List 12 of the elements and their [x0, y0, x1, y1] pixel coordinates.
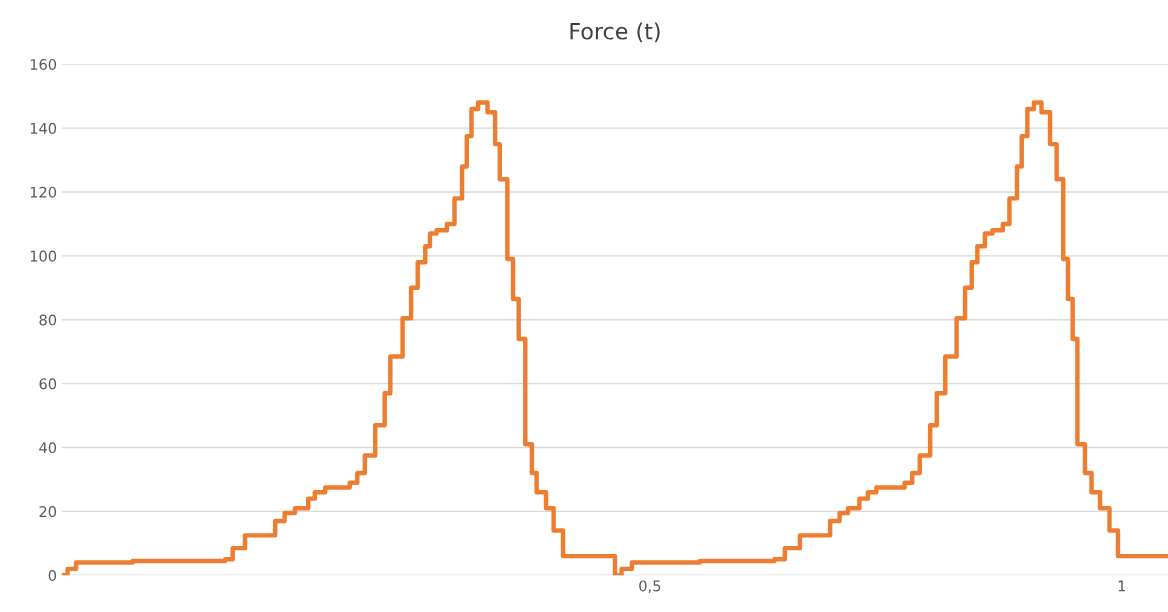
x-tick-label: 0,5	[639, 580, 661, 593]
y-tick-label: 80	[39, 314, 57, 326]
y-tick-label: 0	[48, 570, 57, 582]
y-tick-label: 20	[39, 506, 57, 518]
chart-title: Force (t)	[570, 22, 660, 43]
y-tick-label: 100	[30, 250, 57, 262]
x-tick-label: 1	[1118, 580, 1126, 592]
y-tick-label: 140	[30, 122, 57, 134]
y-tick-label: 160	[30, 58, 57, 71]
y-tick-label: 40	[39, 442, 57, 454]
y-tick-label: 60	[39, 378, 57, 390]
y-tick-label: 120	[30, 186, 57, 198]
